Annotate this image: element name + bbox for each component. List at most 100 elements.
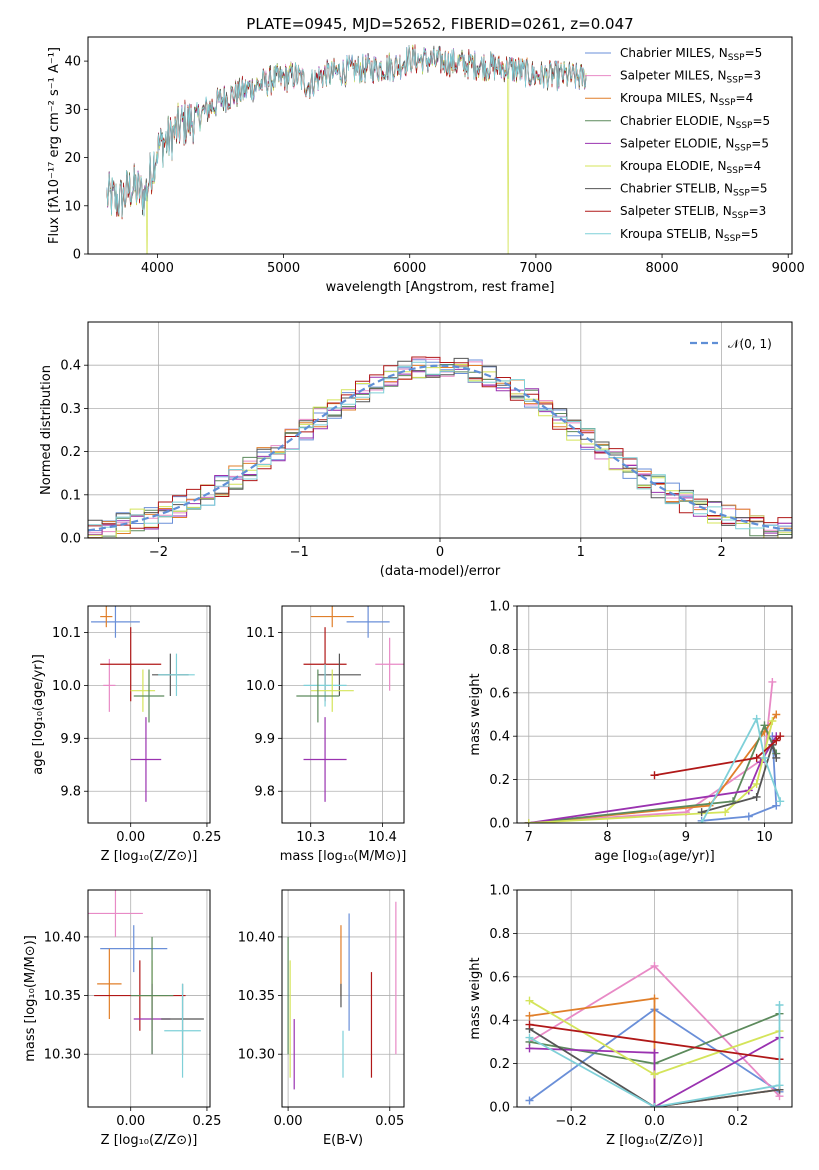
y-tick-label: 9.9: [254, 732, 275, 747]
x-tick-label: 0.00: [274, 1114, 303, 1129]
y-tick-label: 9.8: [254, 785, 275, 800]
x-tick-label: −2: [149, 545, 168, 560]
y-tick-label: 0.0: [60, 532, 81, 547]
mass-weight-line: [701, 736, 778, 822]
y-tick-label: 0.2: [489, 773, 510, 788]
x-tick-label: 0.2: [727, 1114, 748, 1129]
legend-entry: Chabrier ELODIE, NSSP=5: [620, 114, 770, 131]
errorbar-point: [317, 653, 361, 696]
mass-weight-marker: [768, 717, 777, 726]
mass-weight-marker: [697, 808, 706, 817]
y-tick-label: 0.6: [489, 686, 510, 701]
y-tick-label: 10.30: [238, 1048, 275, 1063]
y-tick-label: 10.1: [246, 626, 275, 641]
panel-age-vs-Z: 0.00 0.25 9.8 9.9 10.0 10.1 Z [log₁₀(Z/Z⊙)] age…: [31, 605, 221, 864]
axes-frame: [87, 889, 211, 1108]
y-tick-label: 0.4: [60, 359, 81, 374]
x-axis-label: Z [log₁₀(Z/Z⊙)]: [101, 1133, 198, 1148]
y-tick-label: 20: [64, 151, 81, 166]
axes-frame: [281, 889, 405, 1108]
mass-weight-marker: [525, 1096, 534, 1105]
x-tick-label: 0.05: [375, 1114, 404, 1129]
y-tick-label: 0: [73, 248, 81, 263]
mass-weight-marker: [775, 1081, 784, 1090]
mass-weight-marker: [525, 1020, 534, 1029]
axes-frame: [87, 36, 793, 255]
y-tick-label: 0.8: [489, 643, 510, 658]
y-axis-label: mass [log₁₀(M/M⊙)]: [23, 935, 38, 1062]
y-tick-label: 0.0: [489, 1101, 510, 1116]
mass-weight-marker: [776, 797, 785, 806]
mass-weight-line: [528, 720, 774, 823]
panel-spectrum: 4000 5000 6000 7000 8000 9000 0 10 20 30 40 wavelen…: [47, 15, 805, 295]
legend-entry: 𝒩(0, 1): [728, 337, 772, 351]
histogram-step: [88, 364, 792, 538]
x-tick-label: 0.0: [644, 1114, 665, 1129]
mass-weight-marker: [650, 1103, 659, 1107]
mass-weight-marker: [650, 771, 659, 780]
histogram-step: [88, 357, 792, 537]
mass-weight-line: [528, 735, 778, 823]
legend-entry: Kroupa STELIB, NSSP=5: [620, 227, 758, 244]
plot-area: [106, 44, 587, 254]
errorbar-point: [88, 890, 143, 937]
y-axis-label: mass weight: [468, 957, 483, 1039]
panel-mass-vs-EBV: 0.00 0.05 10.30 10.35 10.40 E(B-V): [238, 889, 405, 1148]
errorbar-point: [164, 983, 201, 1078]
x-tick-label: 9: [682, 830, 690, 845]
mass-weight-line: [529, 1028, 780, 1107]
y-tick-label: 30: [64, 103, 81, 118]
legend-entry: Kroupa ELODIE, NSSP=4: [620, 159, 761, 176]
errorbar-point: [130, 717, 162, 802]
y-tick-label: 0.0: [489, 817, 510, 832]
axes-frame: [516, 889, 793, 1108]
mass-weight-marker: [525, 1044, 534, 1053]
mass-weight-marker: [772, 801, 781, 810]
errorbar-point: [100, 606, 113, 628]
y-tick-label: 10.40: [238, 930, 275, 945]
x-tick-label: 4000: [141, 261, 174, 276]
mass-weight-marker: [760, 721, 769, 730]
errorbar-point: [100, 627, 162, 702]
x-tick-label: 0.00: [116, 1114, 145, 1129]
y-axis-label: age [log₁₀(age/yr)]: [31, 654, 46, 775]
errorbar-point: [375, 637, 404, 691]
x-tick-label: 8000: [646, 261, 679, 276]
legend-entry: Salpeter ELODIE, NSSP=5: [620, 136, 769, 153]
axes-frame: [87, 605, 211, 824]
errorbar-point: [130, 936, 174, 1055]
axes-frame: [281, 605, 405, 824]
y-tick-label: 10.35: [44, 989, 81, 1004]
mass-weight-marker: [744, 812, 753, 821]
plot-area: [88, 356, 792, 538]
y-tick-label: 10.40: [44, 930, 81, 945]
mass-weight-line: [529, 1023, 780, 1061]
mass-weight-line: [654, 735, 781, 777]
x-tick-label: 7: [525, 830, 533, 845]
errorbar-point: [303, 664, 347, 707]
y-tick-label: 9.9: [60, 732, 81, 747]
errorbar-point: [133, 669, 165, 723]
mass-weight-marker: [650, 1048, 659, 1057]
mass-weight-marker: [650, 961, 659, 970]
errorbar-point: [91, 606, 140, 638]
mass-weight-line: [701, 741, 778, 813]
plot-area: [524, 677, 785, 823]
mass-weight-marker: [525, 1011, 534, 1020]
y-tick-label: 0.2: [60, 445, 81, 460]
y-tick-label: 0.8: [489, 927, 510, 942]
x-tick-label: 10: [756, 830, 773, 845]
mass-weight-marker: [760, 753, 769, 762]
x-tick-label: 5000: [267, 261, 300, 276]
x-tick-label: 0.25: [192, 830, 221, 845]
mass-weight-line: [529, 1036, 780, 1107]
y-tick-label: 10: [64, 199, 81, 214]
x-tick-label: −0.2: [555, 1114, 587, 1129]
y-tick-label: 0.3: [60, 402, 81, 417]
mass-weight-marker: [772, 753, 781, 762]
mass-weight-marker: [752, 779, 761, 788]
x-tick-label: 10.3: [296, 830, 325, 845]
normal-reference-curve: [88, 364, 792, 532]
chart-title: PLATE=0945, MJD=52652, FIBERID=0261, z=0…: [246, 15, 633, 33]
